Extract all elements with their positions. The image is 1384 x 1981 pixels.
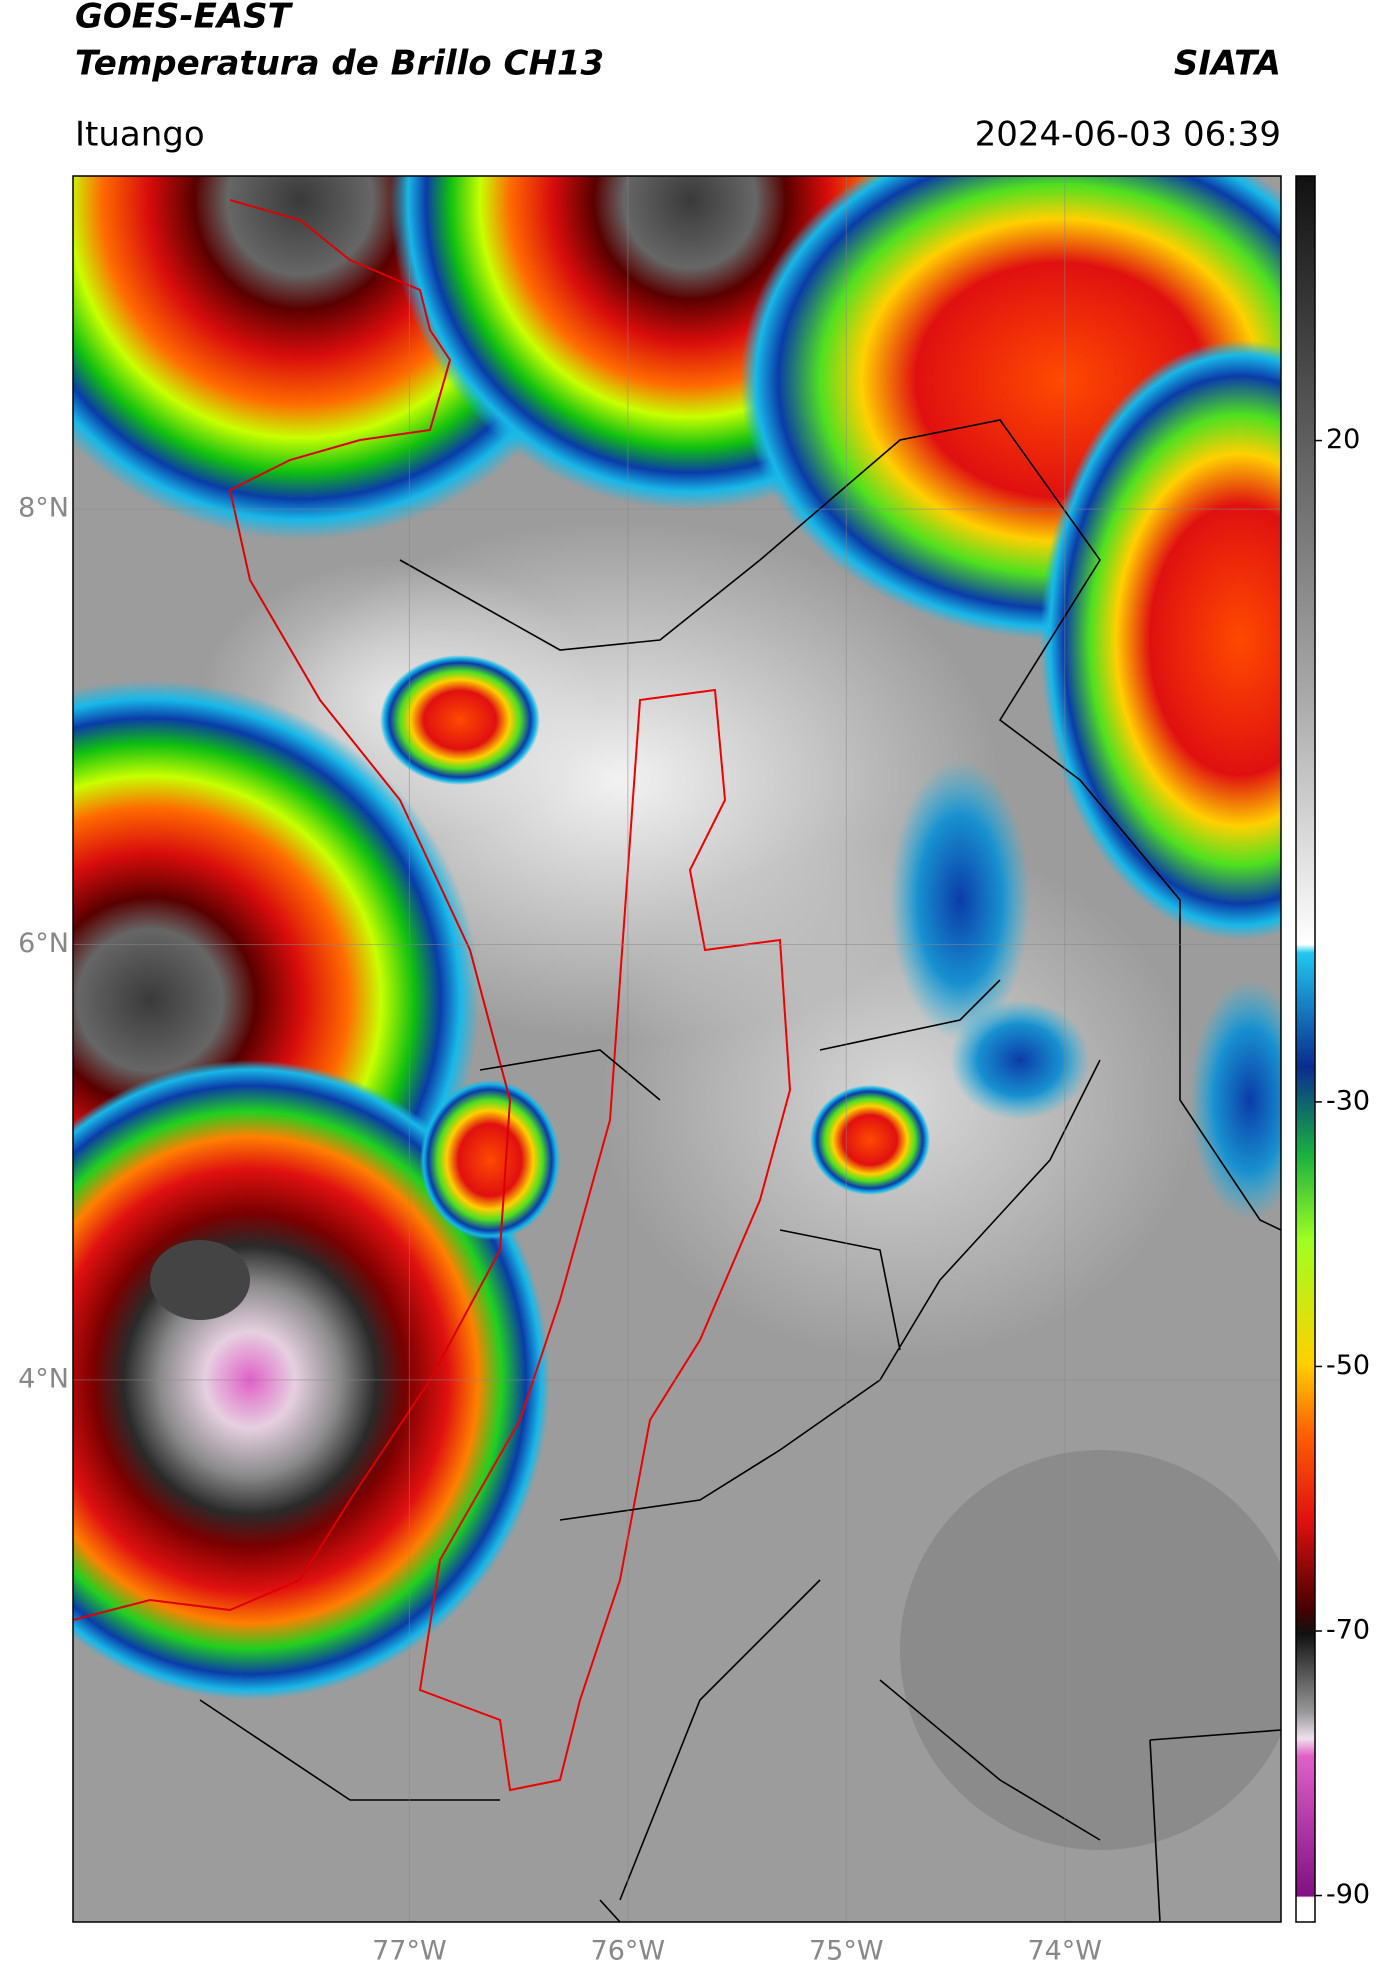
y-tick-label: 4°N [18,1363,69,1394]
datetime: 2024-06-03 06:39 [975,115,1281,155]
title: GOES-EAST [75,0,294,37]
location: Ituango [75,115,205,155]
x-tick-label: 77°W [372,1936,447,1967]
colorbar-tick-label: -70 [1326,1615,1370,1646]
x-tick-label: 74°W [1027,1936,1102,1967]
x-tick-label: 75°W [809,1936,884,1967]
map-frame [72,175,1282,1923]
colorbar-tick-label: -30 [1326,1085,1370,1116]
x-tick-label: 76°W [591,1936,666,1967]
y-tick-label: 6°N [18,928,69,959]
colorbar [1295,175,1316,1923]
colorbar-tick-label: 20 [1326,424,1360,455]
colorbar-tick-label: -50 [1326,1350,1370,1381]
subtitle: Temperatura de Brillo CH13 [75,44,604,84]
brand: SIATA [1174,44,1281,84]
y-tick-label: 8°N [18,493,69,524]
colorbar-tick-label: -90 [1326,1879,1370,1910]
satellite-image [73,176,1281,1922]
